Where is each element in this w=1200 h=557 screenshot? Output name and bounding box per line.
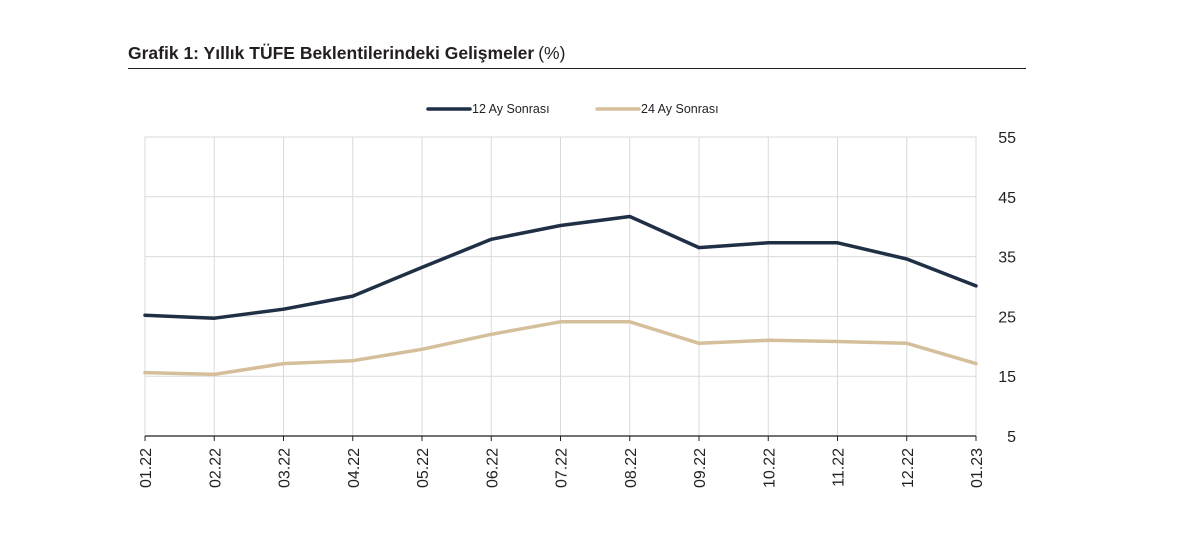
y-tick-label: 25 (998, 309, 1016, 326)
data-point (628, 320, 632, 324)
data-point (697, 341, 701, 345)
y-tick-label: 35 (998, 250, 1016, 267)
x-tick-label: 11.22 (831, 448, 848, 487)
series-layer (143, 214, 978, 377)
x-tick-label: 05.22 (415, 448, 432, 488)
data-point (628, 215, 632, 219)
y-tick-label: 15 (998, 369, 1016, 386)
y-tick-label: 5 (1007, 429, 1016, 446)
data-point (143, 313, 147, 317)
x-tick-label: 06.22 (484, 448, 501, 488)
data-point (282, 307, 285, 311)
legend-item-1: 12 Ay Sonrası (426, 102, 550, 116)
data-point (559, 224, 562, 228)
data-point (836, 340, 839, 344)
x-tick-label: 12.22 (900, 448, 917, 488)
legend: 12 Ay Sonrası 24 Ay Sonrası (426, 102, 719, 116)
data-point (836, 241, 839, 245)
data-point (905, 257, 909, 261)
chart-title: Grafik 1: Yıllık TÜFE Beklentilerindeki … (128, 43, 565, 64)
chart-title-unit: (%) (538, 43, 566, 63)
data-point (282, 362, 285, 366)
y-tick-label: 55 (998, 130, 1016, 147)
x-tick-label: 01.22 (138, 448, 155, 488)
data-point (351, 359, 355, 363)
data-point (351, 294, 355, 298)
x-tick-label: 07.22 (554, 448, 571, 488)
data-point (766, 241, 770, 245)
data-point (212, 372, 216, 376)
data-point (420, 347, 424, 351)
data-point (905, 341, 909, 345)
data-point (143, 371, 147, 375)
x-tick-label: 08.22 (623, 448, 640, 488)
data-point (420, 265, 424, 269)
chart-title-text: Grafik 1: Yıllık TÜFE Beklentilerindeki … (128, 43, 535, 63)
data-point (766, 338, 770, 342)
legend-label: 12 Ay Sonrası (472, 102, 550, 116)
data-point (489, 332, 493, 336)
data-point (212, 316, 216, 320)
data-point (974, 362, 978, 366)
x-tick-label: 04.22 (346, 448, 363, 488)
x-tick-label: 03.22 (277, 448, 294, 488)
y-tick-label: 45 (998, 190, 1016, 207)
x-tick-label: 01.23 (969, 448, 986, 488)
legend-item-2: 24 Ay Sonrası (595, 102, 719, 116)
axis-layer: 5 15 25 35 45 55 01.22 02.22 03.22 04.22 05.22 06.2… (138, 130, 1016, 488)
x-tick-label: 09.22 (692, 448, 709, 488)
data-point (697, 246, 701, 250)
data-point (559, 320, 562, 324)
legend-label: 24 Ay Sonrası (641, 102, 719, 116)
grid-layer (144, 136, 977, 437)
data-point (974, 284, 978, 288)
data-point (489, 237, 493, 241)
chart-title-bar: Grafik 1: Yıllık TÜFE Beklentilerindeki … (128, 40, 1026, 69)
x-tick-label: 02.22 (207, 448, 224, 488)
x-tick-label: 10.22 (761, 448, 778, 488)
